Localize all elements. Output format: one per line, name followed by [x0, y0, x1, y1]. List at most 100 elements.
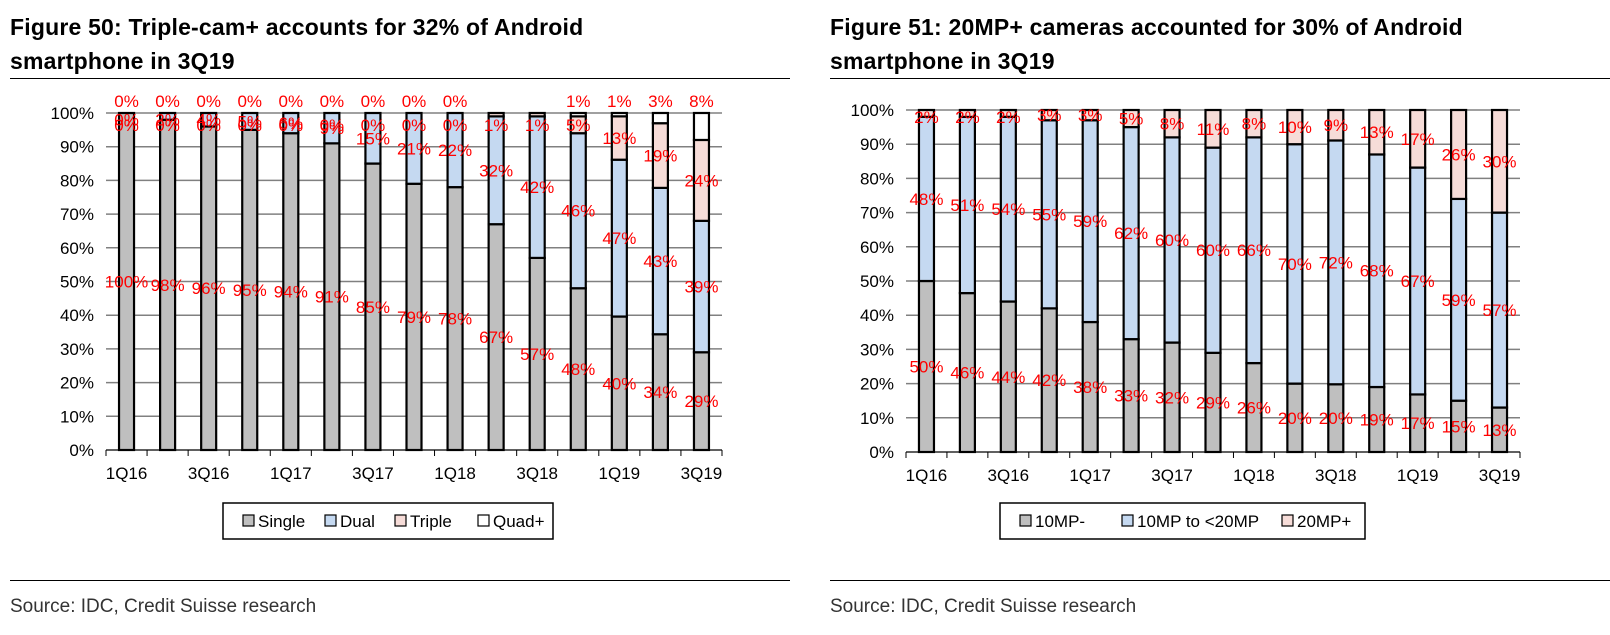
figure-50-chart: 0% 10% 20% 30% 40% 50% 60% 70% 80% 90% 100% 1Q16 3Q1… [51, 92, 723, 540]
figure-51-chart: 0% 10% 20% 30% 40% 50% 60% 70% 80% 90% 100% 1Q16 3Q1… [851, 101, 1521, 540]
fig51-data-label: 48% [909, 190, 943, 209]
fig50-y-tick-label: 90% [60, 138, 94, 157]
fig50-data-label: 78% [438, 310, 472, 329]
fig51-y-tick-label: 100% [851, 101, 894, 120]
fig51-legend-swatch [1019, 514, 1032, 527]
fig50-legend-label: Triple [410, 512, 452, 531]
fig51-data-label: 13% [1483, 421, 1517, 440]
fig50-bar-quad [569, 111, 587, 118]
fig50-bar-dual [364, 111, 382, 165]
fig50-data-label: 22% [438, 141, 472, 160]
fig50-data-label: 95% [233, 281, 267, 300]
fig50-data-label: 0% [196, 116, 221, 135]
fig50-data-label: 98% [151, 276, 185, 295]
fig51-data-label: 68% [1360, 262, 1394, 281]
figure-50-title-line2: smartphone in 3Q19 [10, 48, 235, 74]
fig50-data-label: 100% [105, 273, 148, 292]
fig50-data-label: 1% [607, 92, 632, 111]
fig51-y-tick-label: 90% [860, 135, 894, 154]
fig51-data-label: 2% [914, 108, 939, 127]
fig51-data-label: 60% [1196, 241, 1230, 260]
fig51-bar-20mp [1122, 108, 1140, 129]
fig50-bar-dual [159, 111, 177, 121]
fig50-data-label: 0% [402, 116, 427, 135]
fig51-data-label: 42% [1032, 371, 1066, 390]
fig50-data-label: 0% [114, 111, 139, 130]
fig51-y-tick-label: 20% [860, 375, 894, 394]
fig51-data-label: 2% [955, 108, 980, 127]
fig51-data-label: 20% [1319, 409, 1353, 428]
fig50-data-label: 0% [279, 92, 304, 111]
fig50-data-label: 67% [479, 328, 513, 347]
fig51-data-label: 38% [1073, 378, 1107, 397]
fig50-data-label: 39% [684, 278, 718, 297]
fig50-data-label: 0% [237, 116, 262, 135]
figure-50-source-rule [10, 580, 790, 581]
fig51-y-tick-label: 50% [860, 272, 894, 291]
fig50-bar-dual [323, 111, 341, 145]
fig51-data-label: 51% [950, 196, 984, 215]
fig51-data-label: 70% [1278, 255, 1312, 274]
fig51-bar-20mp [1081, 108, 1099, 122]
fig50-data-label: 21% [397, 139, 431, 158]
fig51-x-tick-label: 3Q16 [988, 466, 1030, 485]
fig51-data-label: 17% [1401, 130, 1435, 149]
fig51-data-label: 3% [1078, 106, 1103, 125]
fig50-data-label: 57% [520, 345, 554, 364]
fig50-data-label: 5% [237, 112, 262, 131]
fig50-data-label: 4% [196, 111, 221, 130]
fig51-bar-20mp [1040, 108, 1058, 122]
fig50-legend-swatch [324, 514, 337, 527]
fig50-data-label: 3% [648, 92, 673, 111]
fig50-data-label: 0% [402, 92, 427, 111]
fig50-legend-box [222, 502, 554, 540]
fig51-y-tick-label: 60% [860, 238, 894, 257]
fig50-legend-swatch [242, 514, 255, 527]
fig50-data-label: 0% [155, 92, 180, 111]
fig51-y-tick-label: 10% [860, 409, 894, 428]
fig50-y-tick-label: 30% [60, 340, 94, 359]
fig51-legend-label: 10MP- [1035, 512, 1085, 531]
figure-51-source-rule [830, 580, 1610, 581]
fig51-bar-20mp [1286, 108, 1304, 146]
fig51-data-label: 55% [1032, 205, 1066, 224]
fig51-x-tick-label: 1Q18 [1233, 466, 1275, 485]
fig50-legend-swatch [477, 514, 490, 527]
fig50-x-tick-label: 3Q19 [681, 464, 723, 483]
fig50-data-label: 19% [643, 147, 677, 166]
figure-50-panel: Figure 50: Triple-cam+ accounts for 32% … [10, 0, 800, 635]
fig50-data-label: 0% [196, 92, 221, 111]
fig50-bar-single [117, 111, 136, 452]
fig51-data-label: 8% [1242, 115, 1267, 134]
fig50-y-tick-label: 70% [60, 205, 94, 224]
fig51-x-tick-label: 3Q19 [1479, 466, 1521, 485]
fig51-bar-20mp [1204, 108, 1222, 149]
fig51-data-label: 60% [1155, 231, 1189, 250]
fig50-data-label: 42% [520, 178, 554, 197]
fig51-data-label: 32% [1155, 388, 1189, 407]
fig51-x-tick-label: 1Q19 [1397, 466, 1439, 485]
fig50-data-label: 43% [643, 252, 677, 271]
fig51-data-label: 33% [1114, 387, 1148, 406]
fig50-data-label: 5% [566, 116, 591, 135]
fig50-data-label: 47% [602, 229, 636, 248]
fig50-data-label: 8% [689, 92, 714, 111]
fig51-legend-box [999, 502, 1366, 540]
fig51-y-tick-label: 40% [860, 306, 894, 325]
fig51-bar-20mp [1327, 108, 1345, 142]
fig50-data-label: 0% [320, 92, 345, 111]
fig50-bar-triple [487, 111, 505, 118]
fig51-bar-20mp [1163, 108, 1181, 139]
fig51-x-tick-label: 1Q17 [1069, 466, 1111, 485]
fig50-bar-dual [282, 111, 300, 135]
fig51-data-label: 30% [1483, 152, 1517, 171]
fig50-data-label: 15% [356, 129, 390, 148]
fig50-data-label: 1% [484, 116, 509, 135]
fig50-data-label: 0% [114, 116, 139, 135]
fig51-y-tick-label: 80% [860, 169, 894, 188]
fig50-data-label: 91% [315, 288, 349, 307]
fig51-data-label: 20% [1278, 409, 1312, 428]
fig51-legend-swatch [1281, 514, 1294, 527]
fig50-y-tick-label: 10% [60, 407, 94, 426]
fig51-y-tick-label: 70% [860, 204, 894, 223]
